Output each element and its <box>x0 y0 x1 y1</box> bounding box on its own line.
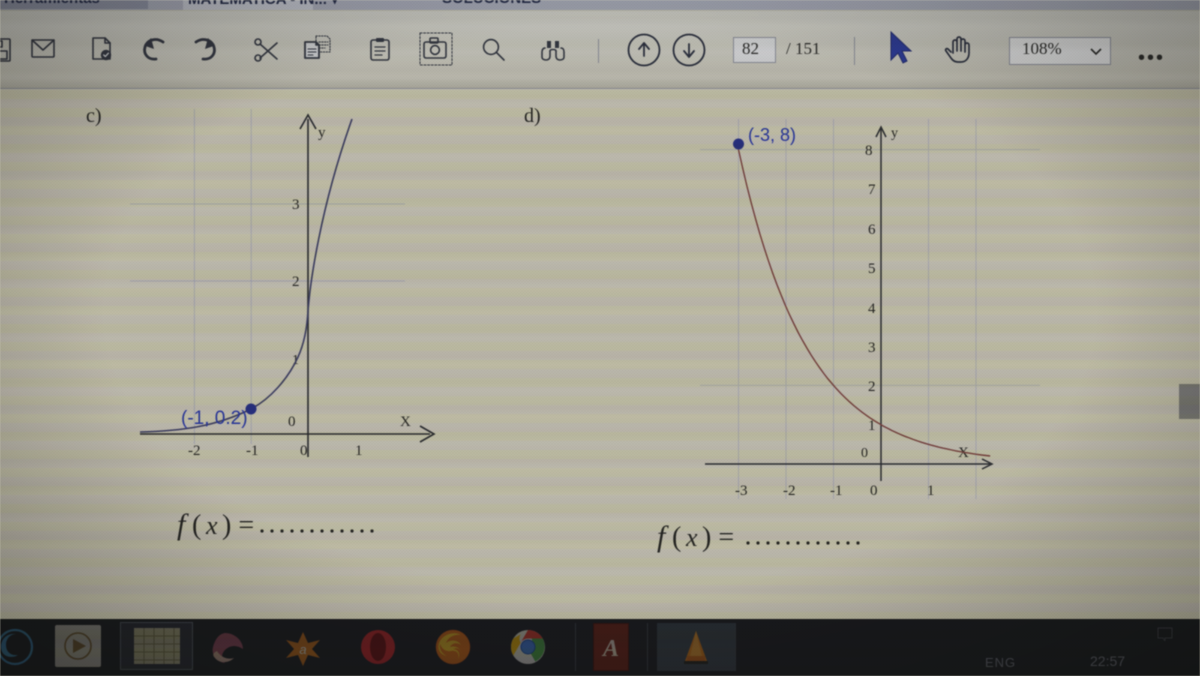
svg-text:x: x <box>685 523 698 552</box>
svg-text:f: f <box>177 508 189 541</box>
svg-text:A: A <box>601 636 619 662</box>
svg-text:x: x <box>205 511 218 540</box>
svg-text:f: f <box>657 520 669 553</box>
svg-text:a: a <box>299 642 306 657</box>
svg-text:(: ( <box>192 510 201 541</box>
svg-text:(: ( <box>672 522 681 553</box>
svg-text:) =: ) = <box>702 522 734 553</box>
svg-text:) =: ) = <box>222 510 254 541</box>
